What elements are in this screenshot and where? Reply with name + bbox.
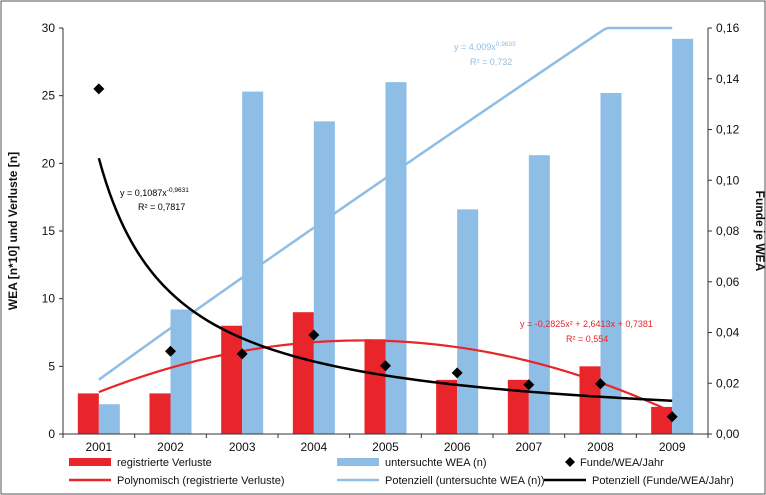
point-funde-wea-jahr: [523, 379, 535, 391]
bar-untersuchte-wea: [98, 404, 120, 434]
bar-registrierte-verluste: [77, 393, 99, 434]
legend-swatch: [565, 457, 575, 467]
bar-untersuchte-wea: [672, 38, 694, 435]
point-funde-wea-jahr: [165, 345, 176, 357]
legend-label: Polynomisch (registrierte Verluste): [117, 475, 285, 487]
y-tick-label-right: 0,16: [716, 21, 740, 35]
x-tick-label: 2006: [444, 440, 471, 454]
y-tick-label-left: 5: [48, 359, 55, 373]
equation-potenziell-untersuchte-wea: y = 4,009x0,9633: [454, 41, 516, 52]
point-funde-wea-jahr: [308, 329, 320, 341]
bar-registrierte-verluste: [221, 325, 243, 434]
legend-label: Potenziell (Funde/WEA/Jahr): [592, 475, 734, 487]
y-tick-label-right: 0,12: [716, 123, 740, 137]
legend-label: Funde/WEA/Jahr: [580, 457, 664, 469]
legend-label: Potenziell (untersuchte WEA (n)): [385, 475, 545, 487]
y-tick-label-left: 20: [42, 156, 56, 170]
y-tick-label-right: 0,08: [716, 224, 740, 238]
point-funde-wea-jahr: [666, 411, 678, 423]
y-tick-label-left: 10: [42, 292, 56, 306]
y-tick-label-right: 0,04: [716, 326, 740, 340]
trendline-polynomisch-verluste: [98, 339, 673, 413]
x-tick-label: 2007: [515, 440, 542, 454]
bar-registrierte-verluste: [579, 366, 601, 434]
bar-untersuchte-wea: [313, 121, 335, 434]
point-funde-wea-jahr: [595, 378, 606, 390]
r2-potenziell-untersuchte-wea: R² = 0,732: [470, 57, 512, 67]
r2-potenziell-funde: R² = 0,7817: [138, 202, 185, 212]
x-tick-label: 2005: [372, 440, 399, 454]
y-tick-label-left: 0: [48, 427, 55, 441]
bar-registrierte-verluste: [149, 393, 171, 434]
point-funde-wea-jahr: [451, 367, 463, 379]
legend-swatch: [337, 458, 379, 466]
legend-label: untersuchte WEA (n): [385, 457, 487, 469]
legend-label: registrierte Verluste: [117, 457, 212, 469]
x-tick-label: 2004: [300, 440, 327, 454]
y-tick-label-right: 0,06: [716, 275, 740, 289]
x-tick-label: 2001: [85, 440, 112, 454]
bar-untersuchte-wea: [600, 92, 622, 435]
bar-untersuchte-wea: [242, 91, 264, 435]
trendline-potenziell-funde: [97, 157, 673, 403]
y-tick-label-right: 0,10: [716, 173, 740, 187]
x-tick-label: 2008: [587, 440, 614, 454]
bar-registrierte-verluste: [651, 406, 673, 434]
point-funde-wea-jahr: [93, 83, 105, 95]
y-tick-label-right: 0,14: [716, 72, 740, 86]
bar-untersuchte-wea: [170, 309, 192, 434]
y-axis-title-left: WEA [n*10] und Verluste [n]: [6, 152, 20, 310]
bar-untersuchte-wea: [385, 82, 407, 434]
point-funde-wea-jahr: [236, 348, 248, 360]
bar-registrierte-verluste: [507, 379, 529, 434]
bar-registrierte-verluste: [292, 312, 314, 434]
equation-potenziell-funde: y = 0,1087x-0,9631: [120, 187, 189, 198]
y-tick-label-right: 0,02: [716, 376, 740, 390]
bar-registrierte-verluste: [436, 379, 458, 434]
bar-untersuchte-wea: [457, 209, 479, 434]
y-tick-label-right: 0,00: [716, 427, 740, 441]
y-tick-label-left: 15: [42, 224, 56, 238]
x-tick-label: 2009: [659, 440, 686, 454]
bar-registrierte-verluste: [364, 339, 386, 434]
y-tick-label-left: 25: [42, 89, 56, 103]
y-axis-title-right: Funde je WEA: [753, 191, 766, 272]
x-tick-label: 2002: [157, 440, 184, 454]
x-tick-label: 2003: [229, 440, 256, 454]
equation-polynomisch-verluste: y = -0,2825x² + 2,6413x + 0,7381: [520, 319, 653, 329]
legend-swatch: [69, 458, 111, 466]
r2-polynomisch-verluste: R² = 0,554: [566, 334, 608, 344]
y-tick-label-left: 30: [42, 21, 56, 35]
point-funde-wea-jahr: [380, 360, 391, 372]
